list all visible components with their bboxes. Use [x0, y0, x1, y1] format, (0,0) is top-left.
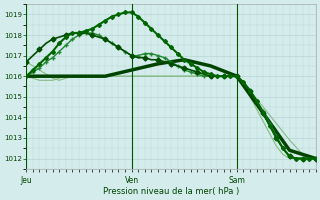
X-axis label: Pression niveau de la mer( hPa ): Pression niveau de la mer( hPa ) [103, 187, 239, 196]
